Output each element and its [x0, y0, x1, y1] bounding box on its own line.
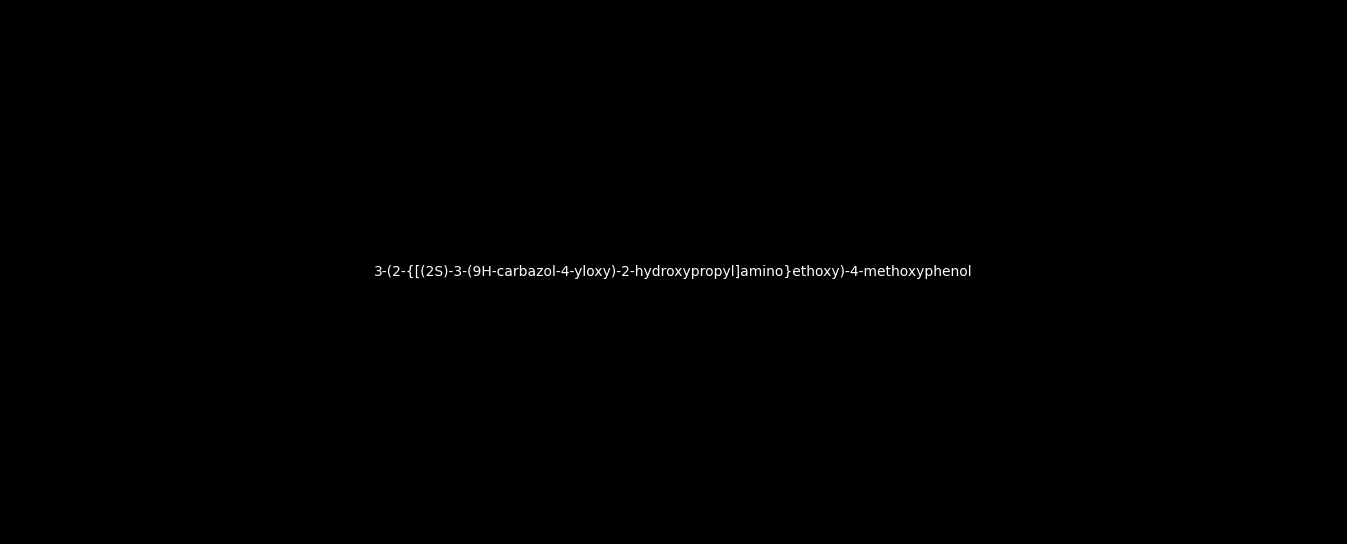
Text: 3-(2-{[(2S)-3-(9H-carbazol-4-yloxy)-2-hydroxypropyl]amino}ethoxy)-4-methoxypheno: 3-(2-{[(2S)-3-(9H-carbazol-4-yloxy)-2-hy… — [374, 265, 973, 279]
